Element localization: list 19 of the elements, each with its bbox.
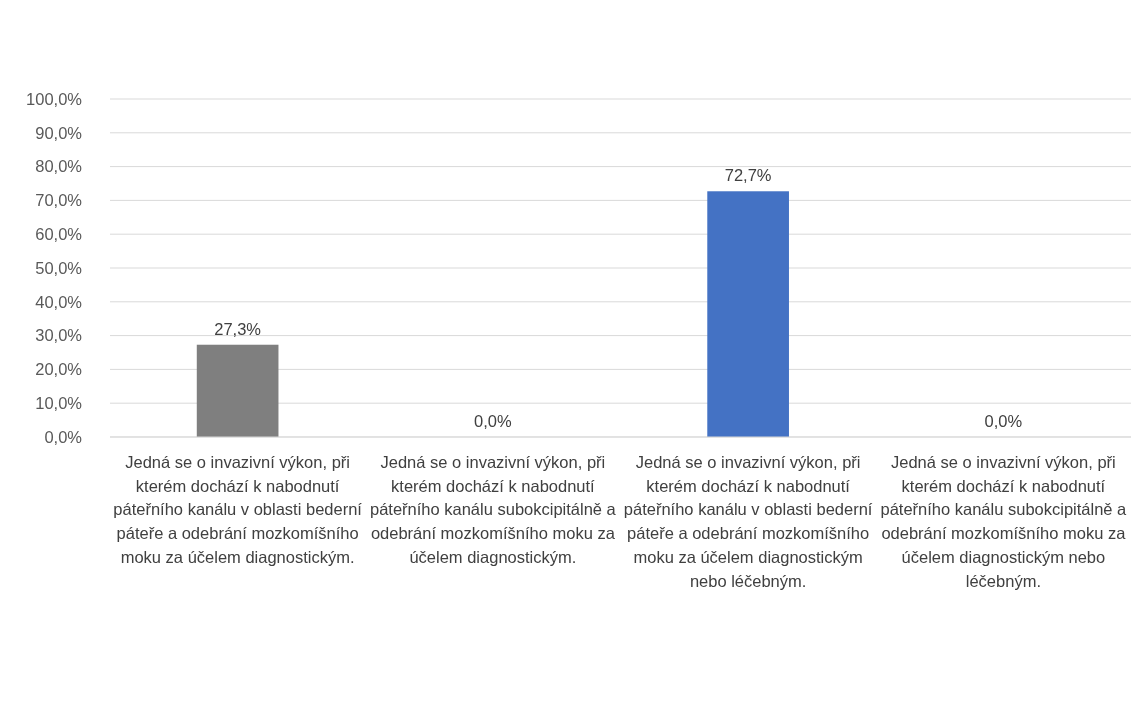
y-tick-label: 90,0% bbox=[35, 123, 83, 142]
data-label: 72,7% bbox=[724, 166, 772, 185]
x-tick-label: Jedná se o invazivní výkon, při kterém dochází k nabodnutí páteřního kanálu v oblasti bederní páteře a odebrání mozkomíšního moku za účelem diagnostickým. bbox=[113, 453, 363, 566]
y-tick-label: 50,0% bbox=[35, 258, 83, 277]
y-tick-label: 0,0% bbox=[44, 427, 83, 446]
x-tick-label: Jedná se o invazivní výkon, při kterém dochází k nabodnutí páteřního kanálu subokcipitálně a odebrání mozkomíšního moku za účelem diagnostickým. bbox=[369, 453, 617, 566]
y-tick-label: 10,0% bbox=[35, 393, 83, 412]
y-tick-label: 70,0% bbox=[35, 191, 83, 210]
y-tick-label: 60,0% bbox=[35, 224, 83, 243]
data-label: 0,0% bbox=[474, 412, 513, 430]
data-label: 27,3% bbox=[214, 319, 262, 338]
x-tick-label: Jedná se o invazivní výkon, při kterém dochází k nabodnutí páteřního kanálu subokcipitálně a odebrání mozkomíšního moku za účelem diagnostickým nebo léčebným. bbox=[880, 453, 1128, 590]
y-tick-label: 30,0% bbox=[35, 326, 83, 345]
y-tick-label: 100,0% bbox=[26, 89, 83, 108]
y-tick-label: 20,0% bbox=[35, 360, 83, 379]
y-tick-label: 40,0% bbox=[35, 292, 83, 311]
y-tick-label: 80,0% bbox=[35, 157, 83, 176]
x-tick-label: Jedná se o invazivní výkon, při kterém dochází k nabodnutí páteřního kanálu v oblasti bederní páteře a odebrání mozkomíšního moku za účelem diagnostickým nebo léčebným. bbox=[623, 453, 873, 590]
data-label: 0,0% bbox=[984, 412, 1023, 430]
